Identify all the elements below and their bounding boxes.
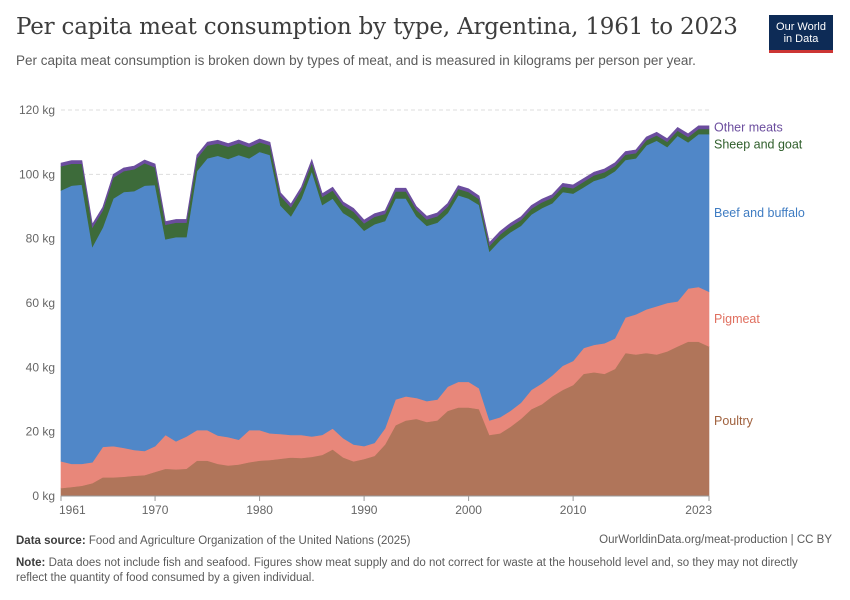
x-tick-label: 2000 (455, 503, 482, 517)
x-tick-label: 2023 (685, 503, 712, 517)
y-tick-label: 20 kg (26, 425, 55, 439)
note-label: Note: (16, 557, 46, 569)
stacked-area-chart: 0 kg 20 kg 40 kg 60 kg 80 kg 100 kg 120 kg 196… (19, 103, 805, 517)
y-tick-label: 0 kg (32, 489, 55, 503)
x-tick-label: 1990 (351, 503, 378, 517)
chart-note: Note: Data does not include fish and sea… (16, 556, 826, 586)
note-text: Data does not include fish and seafood. … (16, 557, 798, 584)
chart-title: Per capita meat consumption by type, Arg… (16, 14, 738, 40)
source-url-link[interactable]: OurWorldinData.org/meat-production | CC … (599, 534, 832, 546)
logo-line-2: in Data (783, 33, 819, 45)
y-tick-label: 60 kg (26, 296, 55, 310)
x-axis: 1961 1970 1980 1990 2000 2010 2023 (59, 495, 712, 517)
data-source-label: Data source: (16, 535, 86, 547)
x-tick-label: 1970 (142, 503, 169, 517)
y-tick-label: 120 kg (19, 103, 55, 117)
y-tick-label: 100 kg (19, 167, 55, 181)
logo-line-1: Our World (776, 21, 826, 33)
owid-logo[interactable]: Our World in Data (769, 15, 833, 53)
y-axis: 0 kg 20 kg 40 kg 60 kg 80 kg 100 kg 120 kg (19, 103, 55, 503)
x-tick-label: 1961 (59, 503, 86, 517)
data-source: Data source: Food and Agriculture Organi… (16, 534, 410, 549)
chart-subtitle: Per capita meat consumption is broken do… (16, 53, 696, 68)
legend-item-beef-and-buffalo[interactable]: Beef and buffalo (714, 206, 805, 220)
y-tick-label: 40 kg (26, 360, 55, 374)
legend-item-sheep-and-goat[interactable]: Sheep and goat (714, 137, 803, 151)
legend-item-other-meats[interactable]: Other meats (714, 120, 783, 134)
x-tick-label: 1980 (246, 503, 273, 517)
y-tick-label: 80 kg (26, 232, 55, 246)
legend-item-poultry[interactable]: Poultry (714, 414, 754, 428)
area-series (60, 125, 710, 497)
area-other-meats[interactable] (60, 125, 710, 247)
data-source-text: Food and Agriculture Organization of the… (88, 535, 411, 547)
legend-item-pigmeat[interactable]: Pigmeat (714, 312, 760, 326)
legend: Poultry Pigmeat Beef and buffalo Sheep and … (714, 120, 805, 428)
x-tick-label: 2010 (560, 503, 587, 517)
